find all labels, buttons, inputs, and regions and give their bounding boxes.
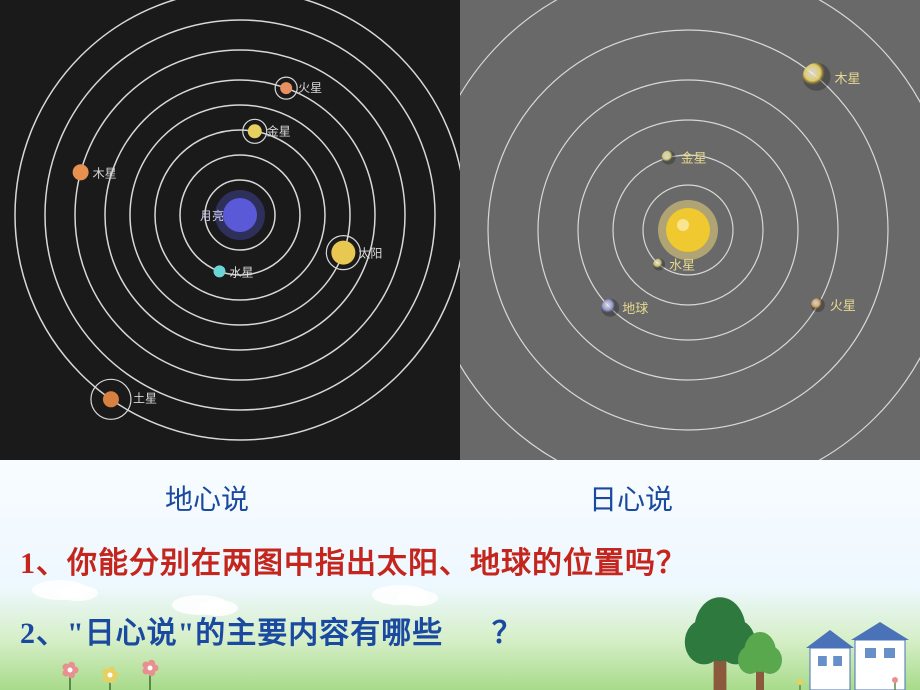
svg-text:金星: 金星 — [681, 151, 707, 166]
question-1: 1、你能分别在两图中指出太阳、地球的位置吗？ — [20, 538, 687, 582]
question-2-text: 2、"日心说"的主要内容有哪些 — [20, 617, 443, 650]
text-area: 地心说 日心说 1、你能分别在两图中指出太阳、地球的位置吗？ 2、"日心说"的主… — [0, 460, 920, 690]
svg-text:火星: 火星 — [298, 81, 322, 95]
title-geocentric: 地心说 — [165, 478, 249, 518]
svg-text:金星: 金星 — [267, 123, 291, 138]
svg-text:太阳: 太阳 — [358, 246, 382, 261]
svg-text:火星: 火星 — [830, 298, 856, 313]
question-2-mark: ？ — [492, 617, 523, 650]
svg-text:月亮: 月亮 — [200, 208, 224, 223]
svg-text:木星: 木星 — [93, 166, 117, 180]
diagrams-area: 1316.COM 月亮水星金星太阳火星木星土星 水星金星地球火星木星 — [0, 0, 920, 460]
question-2: 2、"日心说"的主要内容有哪些 ？ — [20, 608, 523, 652]
heliocentric-diagram: 水星 金星地球 火星 木星 — [460, 0, 920, 460]
svg-text:木星: 木星 — [835, 71, 861, 86]
svg-text:水星: 水星 — [229, 265, 253, 279]
svg-text:水星: 水星 — [669, 257, 695, 272]
svg-text:土星: 土星 — [133, 391, 157, 405]
title-heliocentric: 日心说 — [589, 478, 673, 518]
geocentric-diagram: 月亮水星 金星太阳 火星木星土星 — [0, 0, 460, 460]
diagram-titles: 地心说 日心说 — [0, 460, 920, 518]
svg-text:地球: 地球 — [622, 301, 648, 316]
